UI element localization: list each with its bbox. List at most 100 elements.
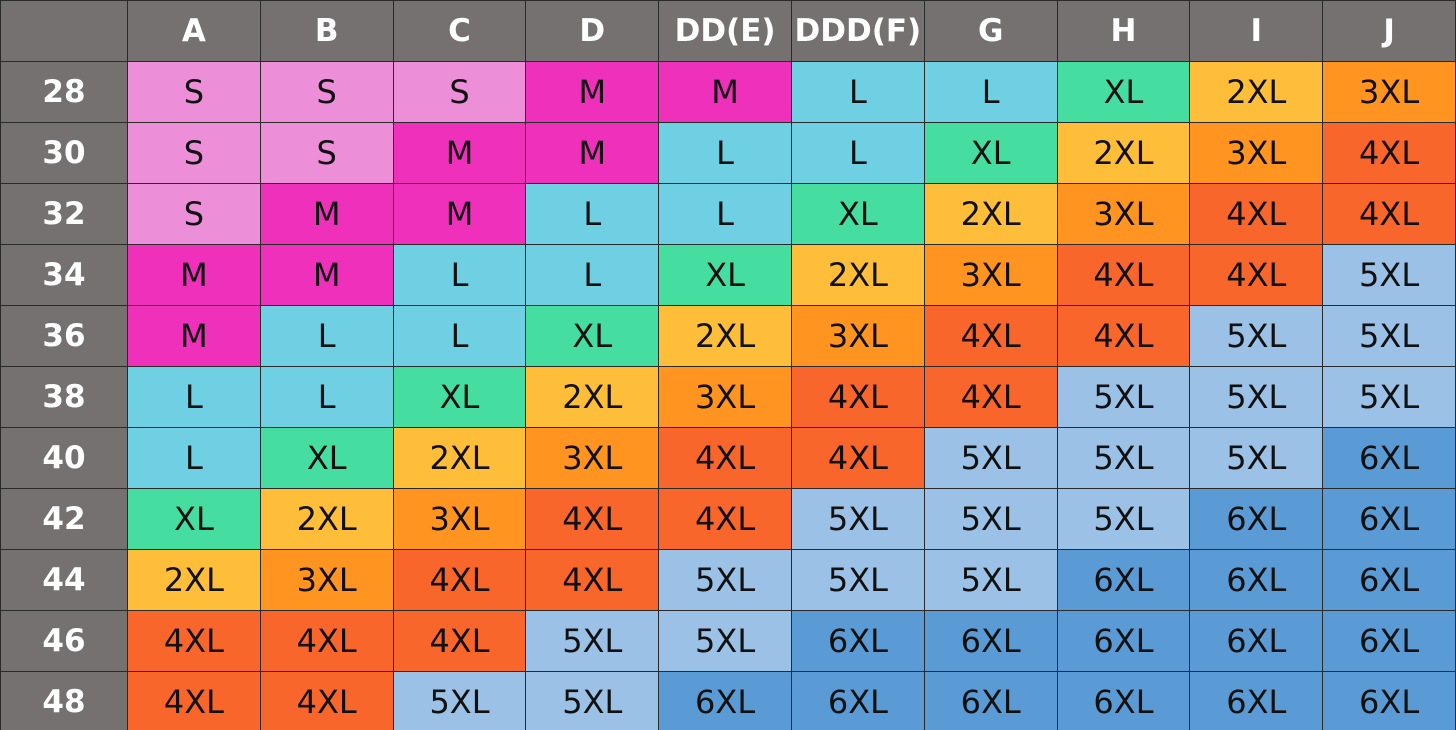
row-header: 38 bbox=[0, 366, 128, 428]
size-cell: 4XL bbox=[392, 610, 527, 672]
size-cell: 4XL bbox=[1189, 244, 1324, 306]
column-header: DD(E) bbox=[658, 0, 792, 62]
size-cell: 5XL bbox=[923, 488, 1058, 550]
size-cell: 4XL bbox=[923, 366, 1058, 428]
size-cell: 3XL bbox=[658, 366, 792, 428]
size-cell: L bbox=[127, 427, 261, 489]
body: 28 S S S M M L L XL 2XL 3XL 30 S S M M L L XL 2XL 3XL 4XL 32 S M… bbox=[0, 61, 1456, 730]
size-cell: XL bbox=[923, 122, 1058, 184]
size-cell: 6XL bbox=[923, 610, 1058, 672]
size-cell: 4XL bbox=[127, 610, 261, 672]
row-header: 36 bbox=[0, 305, 128, 367]
row: 46 4XL 4XL 4XL 5XL 5XL 6XL 6XL 6XL 6XL 6XL bbox=[0, 610, 1456, 672]
size-cell: L bbox=[525, 183, 660, 245]
row-header: 46 bbox=[0, 610, 128, 672]
row: 40 L XL 2XL 3XL 4XL 4XL 5XL 5XL 5XL 6XL bbox=[0, 427, 1456, 489]
size-cell: L bbox=[790, 61, 925, 123]
size-cell: 5XL bbox=[1056, 488, 1191, 550]
size-cell: 5XL bbox=[923, 549, 1058, 611]
column-header: I bbox=[1189, 0, 1324, 62]
size-cell: S bbox=[259, 122, 394, 184]
row-header: 32 bbox=[0, 183, 128, 245]
row: 32 S M M L L XL 2XL 3XL 4XL 4XL bbox=[0, 183, 1456, 245]
column-header: J bbox=[1322, 0, 1456, 62]
size-cell: 4XL bbox=[790, 427, 925, 489]
size-cell: 3XL bbox=[923, 244, 1058, 306]
size-cell: 6XL bbox=[1322, 488, 1456, 550]
size-cell: 2XL bbox=[392, 427, 527, 489]
column-header: C bbox=[392, 0, 527, 62]
size-cell: XL bbox=[525, 305, 660, 367]
size-cell: M bbox=[525, 122, 660, 184]
size-cell: 5XL bbox=[658, 610, 792, 672]
size-cell: 5XL bbox=[658, 549, 792, 611]
size-cell: 5XL bbox=[392, 671, 527, 730]
size-cell: 4XL bbox=[259, 671, 394, 730]
size-cell: 4XL bbox=[658, 488, 792, 550]
size-cell: XL bbox=[127, 488, 261, 550]
size-cell: L bbox=[923, 61, 1058, 123]
size-cell: 4XL bbox=[525, 549, 660, 611]
row: 44 2XL 3XL 4XL 4XL 5XL 5XL 5XL 6XL 6XL 6XL bbox=[0, 549, 1456, 611]
size-cell: 6XL bbox=[1056, 610, 1191, 672]
size-cell: L bbox=[658, 122, 792, 184]
size-cell: 3XL bbox=[392, 488, 527, 550]
size-cell: 4XL bbox=[1322, 122, 1456, 184]
size-cell: 2XL bbox=[923, 183, 1058, 245]
size-cell: 5XL bbox=[790, 549, 925, 611]
size-cell: L bbox=[658, 183, 792, 245]
size-cell: 3XL bbox=[525, 427, 660, 489]
row: 34 M M L L XL 2XL 3XL 4XL 4XL 5XL bbox=[0, 244, 1456, 306]
row-header: 44 bbox=[0, 549, 128, 611]
row: 48 4XL 4XL 5XL 5XL 6XL 6XL 6XL 6XL 6XL 6XL bbox=[0, 671, 1456, 730]
row-header: 48 bbox=[0, 671, 128, 730]
size-cell: 4XL bbox=[127, 671, 261, 730]
size-cell: 3XL bbox=[259, 549, 394, 611]
header-row: A B C D DD(E) DDD(F) G H I J bbox=[0, 0, 1456, 62]
size-cell: 5XL bbox=[1322, 366, 1456, 428]
size-cell: 4XL bbox=[525, 488, 660, 550]
size-cell: 2XL bbox=[259, 488, 394, 550]
size-cell: M bbox=[127, 244, 261, 306]
column-header: G bbox=[923, 0, 1058, 62]
size-cell: 2XL bbox=[127, 549, 261, 611]
row: 30 S S M M L L XL 2XL 3XL 4XL bbox=[0, 122, 1456, 184]
size-cell: 3XL bbox=[1056, 183, 1191, 245]
size-cell: L bbox=[525, 244, 660, 306]
size-cell: XL bbox=[259, 427, 394, 489]
size-cell: 4XL bbox=[392, 549, 527, 611]
size-cell: S bbox=[127, 61, 261, 123]
size-cell: 6XL bbox=[1322, 427, 1456, 489]
size-cell: 2XL bbox=[525, 366, 660, 428]
size-cell: 5XL bbox=[923, 427, 1058, 489]
size-cell: 2XL bbox=[790, 244, 925, 306]
size-cell: 4XL bbox=[1056, 305, 1191, 367]
size-cell: 6XL bbox=[1056, 671, 1191, 730]
size-cell: 6XL bbox=[790, 610, 925, 672]
size-cell: M bbox=[525, 61, 660, 123]
size-cell: 6XL bbox=[1189, 610, 1324, 672]
corner bbox=[0, 0, 128, 62]
size-cell: 4XL bbox=[923, 305, 1058, 367]
size-cell: L bbox=[259, 366, 394, 428]
size-cell: 4XL bbox=[790, 366, 925, 428]
size-cell: 5XL bbox=[1189, 427, 1324, 489]
size-cell: 5XL bbox=[1056, 366, 1191, 428]
size-cell: 3XL bbox=[1189, 122, 1324, 184]
size-cell: 5XL bbox=[1322, 244, 1456, 306]
size-cell: 6XL bbox=[1189, 488, 1324, 550]
column-header: H bbox=[1056, 0, 1191, 62]
size-cell: 5XL bbox=[1322, 305, 1456, 367]
size-cell: M bbox=[658, 61, 792, 123]
size-cell: M bbox=[259, 244, 394, 306]
size-cell: 6XL bbox=[1322, 671, 1456, 730]
size-cell: 6XL bbox=[1322, 610, 1456, 672]
column-header: D bbox=[525, 0, 660, 62]
column-header: A bbox=[127, 0, 261, 62]
row-header: 42 bbox=[0, 488, 128, 550]
header: A B C D DD(E) DDD(F) G H I J bbox=[0, 0, 1456, 62]
size-cell: 3XL bbox=[1322, 61, 1456, 123]
size-cell: L bbox=[790, 122, 925, 184]
size-cell: 2XL bbox=[1056, 122, 1191, 184]
